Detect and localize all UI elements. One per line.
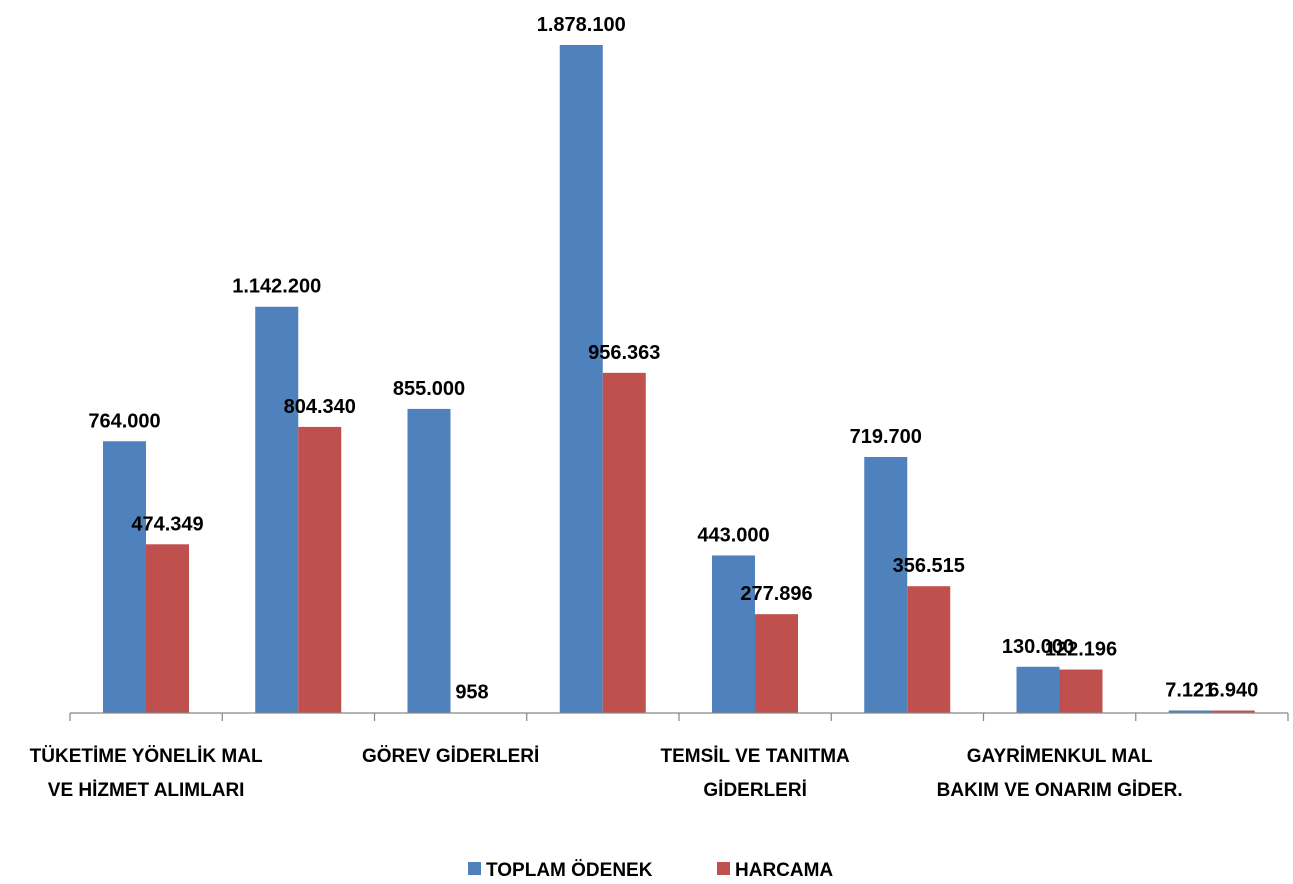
legend-swatch-1: [717, 862, 730, 875]
bar-harcama-1: [298, 426, 342, 713]
value-label-harcama-7: 6.940: [1208, 680, 1258, 702]
bar-toplam-odenek-7: [1168, 710, 1212, 713]
category-label-4-line-0: TEMSİL VE TANITMA: [660, 746, 850, 767]
value-labels-layer: 764.000 1.142.200 855.000 1.878.100 443.000 7…: [88, 14, 1258, 704]
bar-toplam-odenek-4: [712, 555, 755, 713]
bar-harcama-7: [1211, 710, 1255, 713]
category-label-0-line-0: TÜKETİME YÖNELİK MAL: [30, 746, 263, 767]
value-label-harcama-6: 122.196: [1045, 639, 1117, 661]
value-label-toplam-odenek-7: 7.121: [1165, 679, 1215, 701]
value-label-harcama-4: 277.896: [740, 583, 812, 605]
category-label-0-line-1: VE HİZMET ALIMLARI: [48, 780, 245, 801]
bar-harcama-5: [907, 586, 951, 713]
bar-toplam-odenek-1: [255, 306, 299, 713]
category-label-2-line-0: GÖREV GİDERLERİ: [362, 746, 539, 767]
bar-harcama-3: [602, 372, 646, 713]
category-label-6-line-0: GAYRİMENKUL MAL: [967, 746, 1153, 767]
category-label-6-line-1: BAKIM VE ONARIM GİDER.: [937, 780, 1183, 801]
bar-toplam-odenek-5: [864, 457, 908, 713]
bar-harcama-6: [1059, 669, 1103, 713]
bar-toplam-odenek-2: [407, 408, 451, 713]
bars-layer: [103, 45, 1255, 713]
value-label-toplam-odenek-4: 443.000: [697, 524, 769, 546]
legend-swatch-0: [468, 862, 481, 875]
x-axis-ticks: [69, 713, 1289, 721]
value-label-harcama-5: 356.515: [893, 555, 965, 577]
value-label-harcama-2: 958: [455, 682, 488, 704]
value-label-toplam-odenek-0: 764.000: [88, 410, 160, 432]
legend: TOPLAM ÖDENEK HARCAMA: [468, 860, 833, 881]
legend-label-0: TOPLAM ÖDENEK: [486, 860, 653, 881]
value-label-toplam-odenek-3: 1.878.100: [537, 14, 626, 36]
bar-harcama-0: [146, 544, 189, 713]
bar-toplam-odenek-6: [1016, 666, 1060, 713]
bar-toplam-odenek-3: [559, 45, 603, 713]
value-label-toplam-odenek-2: 855.000: [393, 378, 465, 400]
category-label-4-line-1: GİDERLERİ: [703, 780, 806, 801]
value-label-harcama-0: 474.349: [131, 513, 203, 535]
value-label-toplam-odenek-1: 1.142.200: [232, 276, 321, 298]
value-label-harcama-1: 804.340: [284, 396, 356, 418]
value-label-toplam-odenek-5: 719.700: [850, 426, 922, 448]
bar-harcama-4: [755, 614, 798, 713]
value-label-toplam-odenek-6: 130.000: [1002, 636, 1074, 658]
legend-label-1: HARCAMA: [735, 860, 833, 881]
value-label-harcama-3: 956.363: [588, 342, 660, 364]
category-labels-layer: TÜKETİME YÖNELİK MAL VE HİZMET ALIMLARI GÖ…: [30, 746, 1183, 801]
bar-toplam-odenek-0: [103, 441, 146, 713]
